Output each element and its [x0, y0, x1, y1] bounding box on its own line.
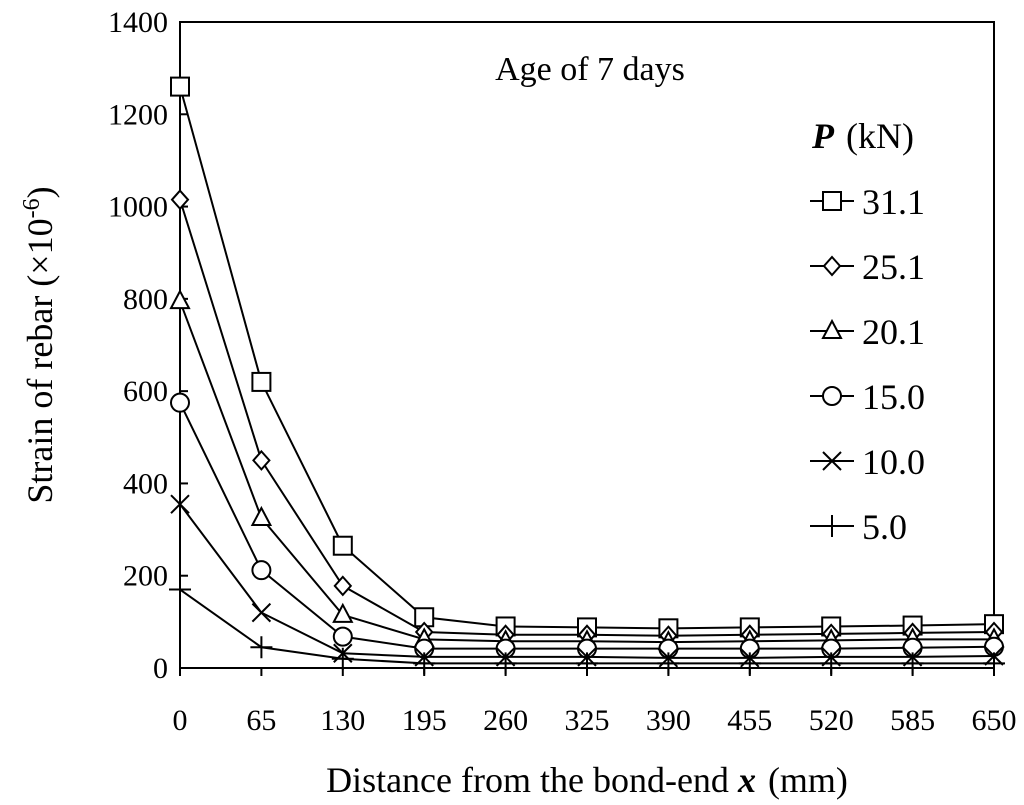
legend-label: 31.1 — [862, 182, 925, 222]
x-tick-label: 260 — [483, 704, 528, 737]
legend-marker — [822, 451, 842, 471]
series-layer — [169, 76, 1005, 675]
legend-label: 15.0 — [862, 377, 925, 417]
y-axis-title-close: ) — [20, 186, 60, 198]
legend-item: 31.1 — [810, 182, 925, 222]
series-line — [179, 86, 995, 630]
data-point — [250, 505, 273, 527]
x-axis-title: Distance from the bond-end x (mm) — [326, 760, 848, 800]
axes-layer: 0 200 400 600 800 1000 1200 1400 0 65 130 195 260 325… — [108, 6, 1017, 737]
legend-title-unit: (kN) — [846, 116, 914, 156]
y-axis-title-main: Strain of rebar (×10 — [20, 218, 60, 503]
data-point — [494, 652, 517, 675]
x-tick-label: 130 — [320, 704, 365, 737]
legend-marker — [822, 386, 842, 406]
data-point — [170, 189, 190, 211]
data-point — [252, 449, 271, 471]
y-tick-label: 1400 — [108, 6, 168, 39]
data-point — [738, 652, 761, 675]
y-tick-label: 1000 — [108, 191, 168, 224]
legend-label: 25.1 — [862, 247, 925, 287]
data-point — [169, 289, 191, 310]
data-point — [413, 652, 436, 675]
legend-label: 5.0 — [862, 507, 907, 547]
y-tick-label: 1200 — [108, 98, 168, 131]
legend-marker — [821, 318, 843, 339]
x-axis-title-main: Distance from the bond-end — [326, 760, 738, 800]
series-5-0 — [169, 578, 1005, 675]
x-axis-title-variable: x — [737, 760, 756, 800]
data-point — [251, 602, 272, 623]
data-point — [169, 578, 191, 601]
legend-item: 20.1 — [810, 312, 925, 352]
x-tick-label: 325 — [565, 704, 610, 737]
series-31-1 — [170, 76, 1004, 639]
y-tick-label: 400 — [123, 467, 168, 500]
y-tick-label: 200 — [123, 560, 168, 593]
chart-annotation: Age of 7 days — [495, 51, 685, 88]
data-point — [331, 647, 354, 670]
legend-item: 15.0 — [810, 377, 925, 417]
data-point — [901, 652, 924, 675]
x-tick-label: 520 — [809, 704, 854, 737]
data-point — [170, 392, 190, 413]
y-axis-title: Strain of rebar (×10-6) — [19, 186, 60, 503]
legend-marker — [822, 191, 842, 211]
x-tick-label: 455 — [727, 704, 772, 737]
x-tick-label: 585 — [890, 704, 935, 737]
data-point — [333, 575, 353, 597]
y-tick-label: 0 — [153, 652, 168, 685]
data-point — [576, 652, 598, 675]
x-tick-label: 650 — [972, 704, 1017, 737]
data-point — [820, 652, 843, 675]
data-point — [657, 652, 680, 675]
data-point — [332, 602, 354, 623]
x-tick-label: 195 — [402, 704, 447, 737]
legend-item: 25.1 — [810, 247, 925, 287]
x-tick-label: 0 — [173, 704, 188, 737]
legend-item: 10.0 — [810, 442, 925, 482]
y-tick-label: 800 — [123, 283, 168, 316]
data-point — [983, 652, 1005, 675]
legend-layer: 31.1 25.1 20.1 15.0 10.0 5.0 — [810, 182, 925, 547]
legend-label: 10.0 — [862, 442, 925, 482]
data-point — [170, 494, 190, 514]
data-point — [250, 636, 273, 659]
data-point — [251, 371, 272, 392]
data-point — [332, 626, 353, 647]
data-point — [251, 560, 272, 581]
x-tick-label: 65 — [246, 704, 276, 737]
x-tick-label: 390 — [646, 704, 691, 737]
legend-marker — [821, 515, 843, 537]
legend-label: 20.1 — [862, 312, 925, 352]
y-axis-title-exponent: -6 — [19, 198, 45, 218]
legend-title: P (kN) — [811, 116, 914, 156]
y-tick-label: 600 — [123, 375, 168, 408]
x-axis-title-unit: (mm) — [768, 760, 848, 800]
legend-marker — [822, 255, 842, 277]
legend-title-variable: P — [811, 116, 835, 156]
legend-item: 5.0 — [810, 507, 907, 547]
data-point — [332, 535, 353, 556]
data-point — [170, 76, 190, 97]
